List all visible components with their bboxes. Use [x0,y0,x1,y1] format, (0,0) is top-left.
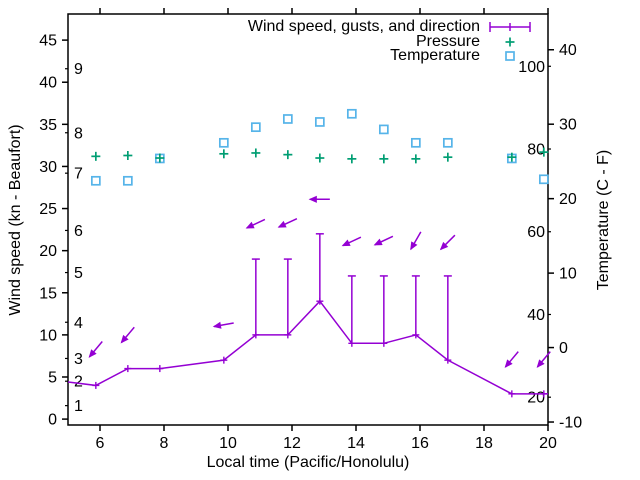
temperature-point [538,174,549,185]
x-tick-label: 20 [539,435,557,452]
legend-marker-plus-icon [480,35,548,49]
temperature-series [90,108,549,186]
y-left-tick-label: 30 [39,159,57,176]
legend-marker-errorbar-icon [480,20,548,34]
temperature-point [90,175,101,186]
direction-arrow-head [245,221,255,229]
plus-sample [505,37,515,47]
direction-arrow-head [439,241,449,251]
y-right-axis-label: Temperature (C - F) [595,149,612,291]
x-axis: 6 8 10 12 14 16 18 20 [96,8,557,452]
direction-arrow-head [120,334,129,344]
fahrenheit-label: 100 [518,59,545,76]
fahrenheit-label: 60 [527,224,545,241]
errorbar-line-sample [489,22,531,33]
beaufort-label: 4 [74,315,83,332]
direction-arrow-head [88,349,97,358]
legend-item-temperature: Temperature [0,47,548,65]
direction-arrow-head [373,238,383,246]
y-left-tick-label: 20 [39,243,57,260]
legend-item-pressure: Pressure [0,32,548,50]
direction-arrow-head [410,241,418,251]
x-tick-label: 16 [411,435,429,452]
temperature-point [378,124,389,135]
x-tick-label: 12 [283,435,301,452]
y-left-tick-label: 5 [48,369,57,386]
fahrenheit-scale: 20 40 60 80 100 [518,59,551,407]
x-tick-label: 10 [219,435,237,452]
temperature-point [218,137,229,148]
temperature-point [314,117,325,127]
y-left-axis: 0 5 10 15 20 25 30 35 40 45 [39,33,68,429]
y-right-tick-label: -10 [559,415,582,432]
y-left-tick-label: 10 [39,327,57,344]
y-left-tick-label: 45 [39,33,57,50]
y-right-tick-label: 10 [559,266,577,283]
y-left-tick-label: 40 [39,75,57,92]
plot-border [67,13,549,426]
x-tick-label: 18 [475,435,493,452]
y-left-axis-label: Wind speed (kn - Beaufort) [7,124,24,316]
y-right-tick-label: 30 [559,117,577,134]
y-right-tick-label: 20 [559,191,577,208]
legend-label-pressure: Pressure [415,32,480,50]
beaufort-label: 8 [74,125,83,142]
direction-arrow-head [536,359,545,368]
temperature-point [442,137,453,148]
y-right-axis: -10 0 10 20 30 40 [548,42,582,432]
direction-arrow-head [277,220,287,228]
beaufort-scale: 1 2 3 4 5 6 7 8 9 [65,61,83,415]
legend-label-temperature: Temperature [390,47,480,65]
x-axis-label: Local time (Pacific/Honolulu) [206,454,410,471]
direction-arrow-head [308,195,317,203]
open-square-sample [505,51,515,62]
legend-label-wind: Wind speed, gusts, and direction [247,18,480,36]
legend-marker-square-icon [480,49,548,63]
legend-item-wind: Wind speed, gusts, and direction [0,18,548,36]
beaufort-label: 6 [74,223,83,240]
temperature-point [346,108,357,119]
y-left-tick-label: 0 [48,412,57,429]
fahrenheit-label: 40 [527,307,545,324]
x-tick-label: 14 [347,435,365,452]
legend: Wind speed, gusts, and direction Pressur… [0,18,548,65]
beaufort-label: 3 [74,351,83,368]
temperature-point [410,137,421,148]
y-left-tick-label: 25 [39,201,57,218]
temperature-point [282,114,293,124]
wind-speed-line [67,300,548,395]
beaufort-label: 2 [74,374,83,391]
fahrenheit-label: 80 [527,142,545,159]
direction-arrow-head [212,321,222,329]
direction-arrow-head [504,359,513,368]
y-right-tick-label: 0 [559,340,568,357]
temperature-point [250,122,261,133]
y-left-tick-label: 15 [39,285,57,302]
y-right-tick-label: 40 [559,42,577,59]
y-left-tick-label: 35 [39,117,57,134]
x-tick-label: 6 [96,435,105,452]
direction-arrow-head [341,239,351,247]
x-tick-label: 8 [160,435,169,452]
beaufort-label: 1 [74,398,83,415]
pressure-series [91,147,549,164]
beaufort-label: 9 [74,61,83,78]
temperature-point [122,175,133,186]
beaufort-label: 7 [74,166,83,183]
beaufort-label: 5 [74,265,83,282]
fahrenheit-label: 20 [527,390,545,407]
wind-series [67,195,551,398]
